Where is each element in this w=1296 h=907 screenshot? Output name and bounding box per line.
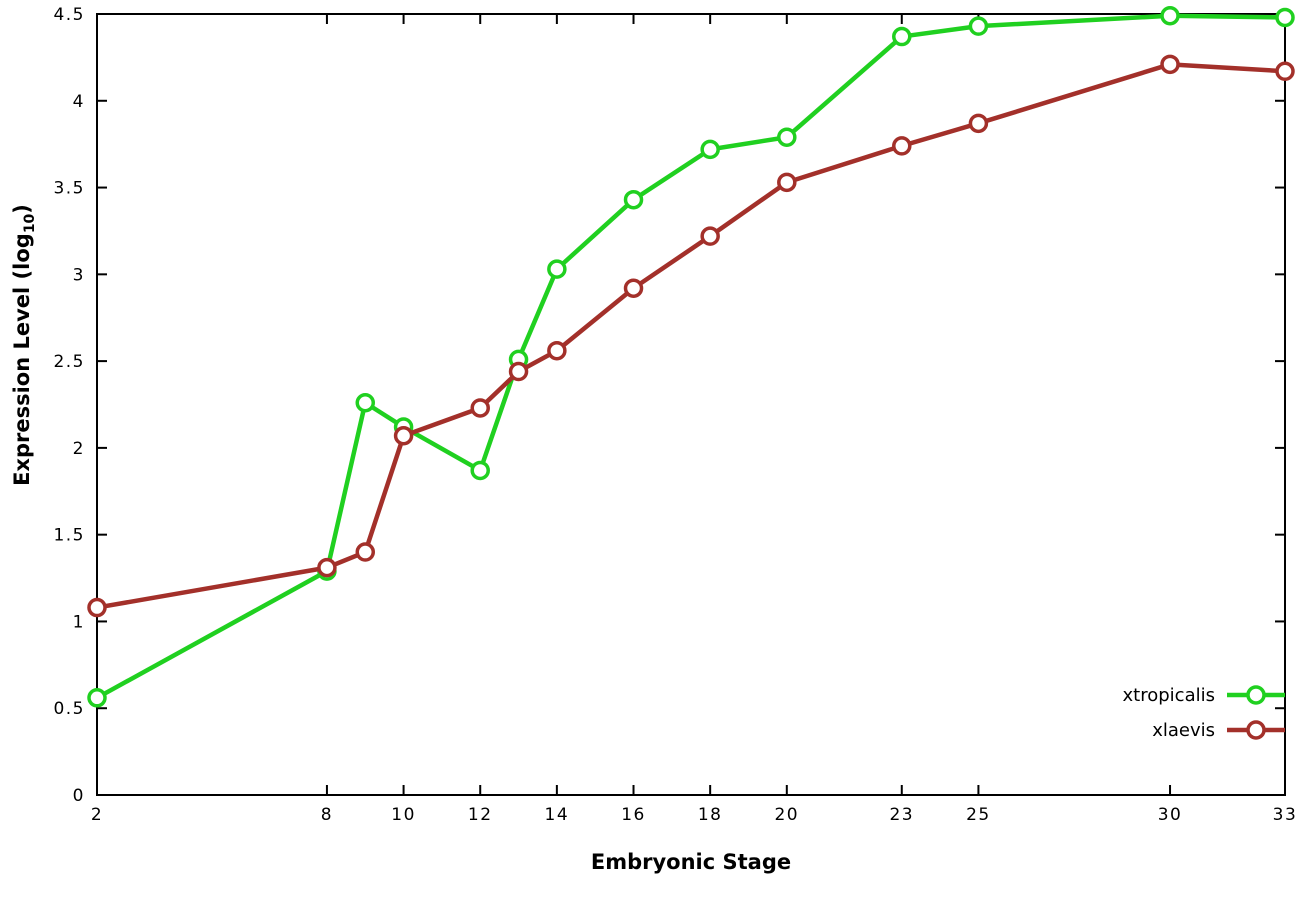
y-tick-label: 1.5 bbox=[53, 526, 85, 546]
data-point-xlaevis bbox=[355, 542, 376, 562]
y-tick-label: 3.5 bbox=[53, 179, 85, 199]
data-point-xtropicalis bbox=[623, 189, 644, 210]
x-tick-label: 10 bbox=[391, 805, 416, 825]
data-point-xlaevis bbox=[317, 557, 337, 578]
data-point-xtropicalis bbox=[968, 16, 989, 36]
y-tick-label: 0.5 bbox=[53, 699, 85, 719]
data-point-xtropicalis bbox=[470, 460, 490, 481]
y-tick-label: 4 bbox=[73, 92, 85, 112]
y-tick-label: 0 bbox=[73, 786, 85, 806]
x-tick-label: 30 bbox=[1158, 805, 1183, 825]
data-point-xlaevis bbox=[393, 425, 414, 446]
x-tick-label: 12 bbox=[468, 805, 493, 825]
x-axis-title: Embryonic Stage bbox=[590, 850, 792, 874]
data-point-xtropicalis bbox=[700, 139, 720, 160]
legend: xtropicalis xlaevis bbox=[1123, 683, 1285, 742]
series-line-xtropicalis bbox=[94, 13, 1288, 701]
y-axis-title-main: Expression Level (log bbox=[9, 233, 34, 486]
data-point-xtropicalis bbox=[547, 259, 567, 279]
data-point-xlaevis bbox=[968, 113, 989, 134]
x-tick-label: 16 bbox=[621, 805, 646, 825]
x-tick-label: 23 bbox=[889, 805, 914, 825]
plot-border bbox=[96, 13, 1286, 796]
data-point-xlaevis bbox=[470, 398, 490, 418]
series-line-xlaevis bbox=[94, 62, 1288, 610]
data-point-xtropicalis bbox=[87, 688, 107, 708]
data-point-xtropicalis bbox=[355, 393, 376, 413]
y-tick-label: 1 bbox=[73, 612, 85, 632]
data-point-xtropicalis bbox=[892, 26, 912, 47]
data-point-xlaevis bbox=[700, 226, 720, 246]
data-point-xlaevis bbox=[1160, 54, 1180, 75]
legend-line-sample bbox=[1227, 720, 1285, 740]
x-tick-label: 20 bbox=[774, 805, 799, 825]
data-point-xlaevis bbox=[777, 172, 797, 193]
data-point-xlaevis bbox=[1275, 61, 1295, 82]
data-point-xtropicalis bbox=[1275, 7, 1295, 28]
x-tick-label: 33 bbox=[1273, 805, 1296, 825]
x-tick-label: 18 bbox=[698, 805, 723, 825]
legend-label: xtropicalis bbox=[1122, 684, 1215, 706]
data-point-xlaevis bbox=[892, 136, 912, 156]
y-tick-label: 3 bbox=[73, 265, 85, 285]
y-axis-title-subscript: 10 bbox=[22, 213, 39, 234]
legend-label: xlaevis bbox=[1152, 719, 1215, 741]
y-tick-label: 2 bbox=[73, 439, 85, 459]
x-tick-label: 8 bbox=[321, 805, 333, 825]
legend-item-xlaevis: xlaevis bbox=[1152, 718, 1285, 742]
data-point-xlaevis bbox=[623, 278, 644, 298]
data-point-xtropicalis bbox=[1160, 5, 1180, 26]
data-point-xlaevis bbox=[508, 361, 529, 382]
legend-item-xtropicalis: xtropicalis bbox=[1123, 683, 1285, 707]
x-tick-label: 14 bbox=[545, 805, 570, 825]
legend-line-sample bbox=[1227, 685, 1285, 705]
data-point-xlaevis bbox=[547, 340, 567, 361]
y-axis-title: Expression Level (log10) bbox=[10, 204, 38, 486]
x-tick-label: 25 bbox=[966, 805, 991, 825]
y-tick-label: 4.5 bbox=[53, 5, 85, 25]
y-tick-label: 2.5 bbox=[53, 352, 85, 372]
x-tick-label: 2 bbox=[91, 805, 103, 825]
data-point-xtropicalis bbox=[777, 127, 797, 147]
data-point-xlaevis bbox=[87, 597, 107, 618]
y-axis-title-end: ) bbox=[9, 204, 34, 214]
